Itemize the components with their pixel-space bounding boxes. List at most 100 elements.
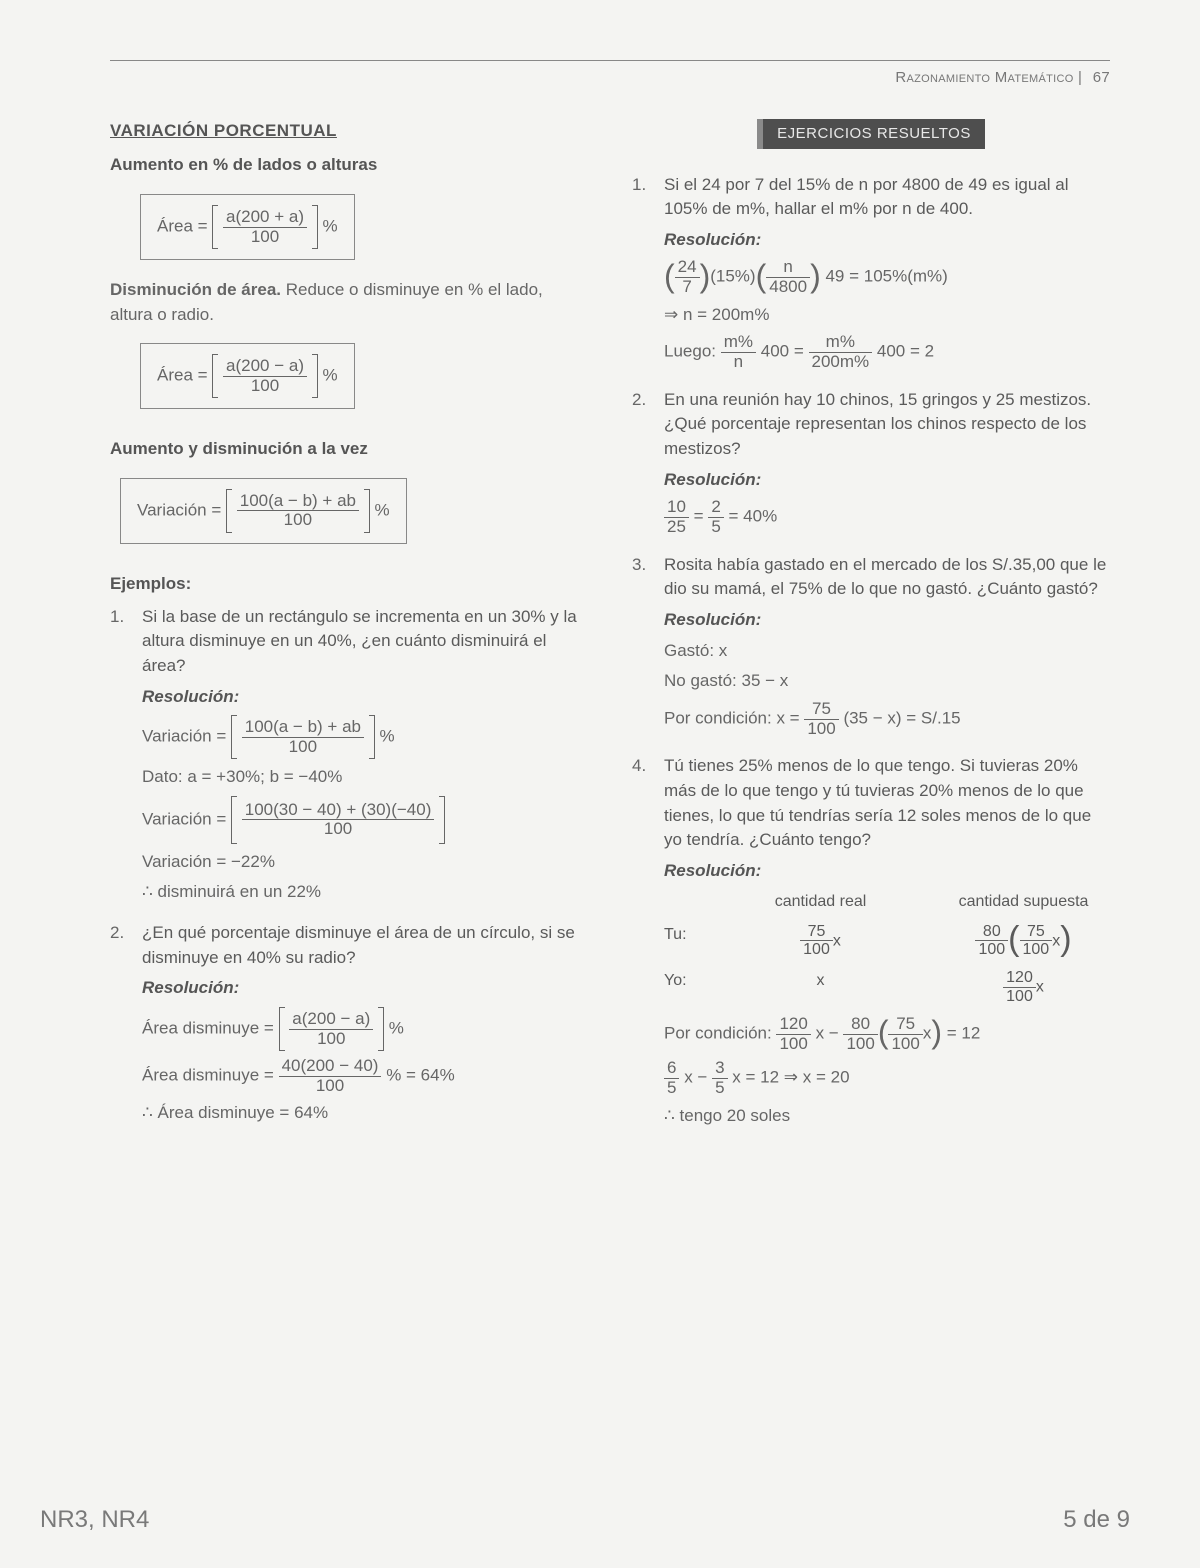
lab: Área disminuye = [142,1066,274,1085]
bracket-left [212,205,218,249]
q: Si el 24 por 7 del 15% de n por 4800 de … [664,173,1110,222]
banner-ejercicios: EJERCICIOS RESUELTOS [757,119,985,149]
l1: Gastó: x [664,639,1110,664]
fa: 65 [664,1059,679,1097]
f: 120100 [1003,969,1036,1005]
f: 40(200 − 40)100 [279,1057,382,1095]
f2: m%200m% [809,333,873,371]
mid: x − [684,1068,712,1087]
f: 75100 [800,923,833,959]
tail: 49 = 105%(m%) [821,267,948,286]
lp: ( [878,1014,889,1050]
row-yo: Yo: x 120100x [664,969,1110,1005]
h1: cantidad real [734,890,907,913]
pre: Luego: [664,342,721,361]
label: Área = [157,366,208,385]
mid: 400 = [761,342,809,361]
bl [279,1007,285,1051]
lab: Yo: [664,969,704,1005]
fb: 75100 [1020,923,1053,959]
fb: 80100 [843,1015,877,1053]
sup: 120100x [937,969,1110,1005]
rp: ) [931,1014,942,1050]
br [439,796,445,844]
pct: % [322,366,337,385]
rb: ) [1060,920,1071,958]
concl: ∴ disminuirá en un 22% [142,880,588,905]
tail: = 12 [947,1024,981,1043]
rp2: ) [810,258,821,294]
lab: Variación = [142,809,226,828]
lab: Área disminuye = [142,1018,274,1037]
bracket-left [212,354,218,398]
f1: 247 [675,258,700,296]
f1: 1025 [664,498,689,536]
bracket-right [312,205,318,249]
res: Variación = −22% [142,850,588,875]
mid: (15%) [710,267,755,286]
l2: No gastó: 35 − x [664,669,1110,694]
tail: 400 = 2 [877,342,934,361]
banner-wrap: EJERCICIOS RESUELTOS [632,119,1110,163]
example-2: 2. ¿En qué porcentaje disminuye el área … [110,921,588,1132]
f2: 25 [708,498,723,536]
tail: = 40% [729,507,778,526]
sup: 80100(75100x) [937,923,1110,959]
m1: 1025 = 25 = 40% [664,498,1110,536]
section-title: VARIACIÓN PORCENTUAL [110,119,588,144]
resol: Resolución: [664,859,1110,884]
x: x [833,932,841,949]
f1: m%n [721,333,756,371]
footer-right: 5 de 9 [1063,1503,1130,1538]
txt: En una reunión hay 10 chinos, 15 gringos… [664,388,1110,543]
num: 2. [632,388,652,543]
problem-2: 2. En una reunión hay 10 chinos, 15 grin… [632,388,1110,543]
txt: Si el 24 por 7 del 15% de n por 4800 de … [664,173,1110,378]
left-column: VARIACIÓN PORCENTUAL Aumento en % de lad… [110,119,588,1145]
footer: NR3, NR4 5 de 9 [0,1503,1200,1538]
right-column: EJERCICIOS RESUELTOS 1. Si el 24 por 7 d… [632,119,1110,1145]
problem-3: 3. Rosita había gastado en el mercado de… [632,553,1110,745]
label: Variación = [137,500,221,519]
fa: 80100 [975,923,1008,959]
running-head-text: Razonamiento Matemático [895,69,1073,86]
pre: Por condición: x = [664,709,804,728]
q: Rosita había gastado en el mercado de lo… [664,553,1110,602]
p: % [389,1018,404,1037]
q: Si la base de un rectángulo se increment… [142,605,588,679]
problem-4: 4. Tú tienes 25% menos de lo que tengo. … [632,754,1110,1134]
pct: % [322,217,337,236]
tail: x = 12 ⇒ x = 20 [732,1068,849,1087]
example-1: 1. Si la base de un rectángulo se increm… [110,605,588,911]
lp: ( [664,258,675,294]
m2: Variación = 100(30 − 40) + (30)(−40)100 [142,796,588,844]
rp: ) [700,258,711,294]
txt: Rosita había gastado en el mercado de lo… [664,553,1110,745]
f: 100(a − b) + ab100 [242,718,364,756]
lab: Variación = [142,727,226,746]
num: 4. [632,754,652,1134]
bl [231,715,237,759]
formula-area-decrease: Área = a(200 − a) 100 % [140,343,355,409]
fraction: a(200 − a) 100 [223,357,307,395]
pre: Por condición: [664,1024,776,1043]
m2: Área disminuye = 40(200 − 40)100 % = 64% [142,1057,588,1095]
m2: ⇒ n = 200m% [664,303,1110,328]
fc: 75100 [888,1015,922,1053]
f: 100(30 − 40) + (30)(−40)100 [242,801,435,839]
columns: VARIACIÓN PORCENTUAL Aumento en % de lad… [110,119,1110,1145]
eq: = [694,507,709,526]
table-header: cantidad real cantidad supuesta [664,890,1110,913]
dato: Dato: a = +30%; b = −40% [142,765,588,790]
problem-1: 1. Si el 24 por 7 del 15% de n por 4800 … [632,173,1110,378]
resol: Resolución: [142,685,588,710]
fa: 120100 [776,1015,810,1053]
f: a(200 − a)100 [289,1010,373,1048]
br [369,715,375,759]
heading-both: Aumento y disminución a la vez [110,437,588,462]
lb: ( [1008,920,1019,958]
heading-aumento: Aumento en % de lados o alturas [110,153,588,178]
txt: Tú tienes 25% menos de lo que tengo. Si … [664,754,1110,1134]
lp2: ( [756,258,767,294]
bracket-right [312,354,318,398]
